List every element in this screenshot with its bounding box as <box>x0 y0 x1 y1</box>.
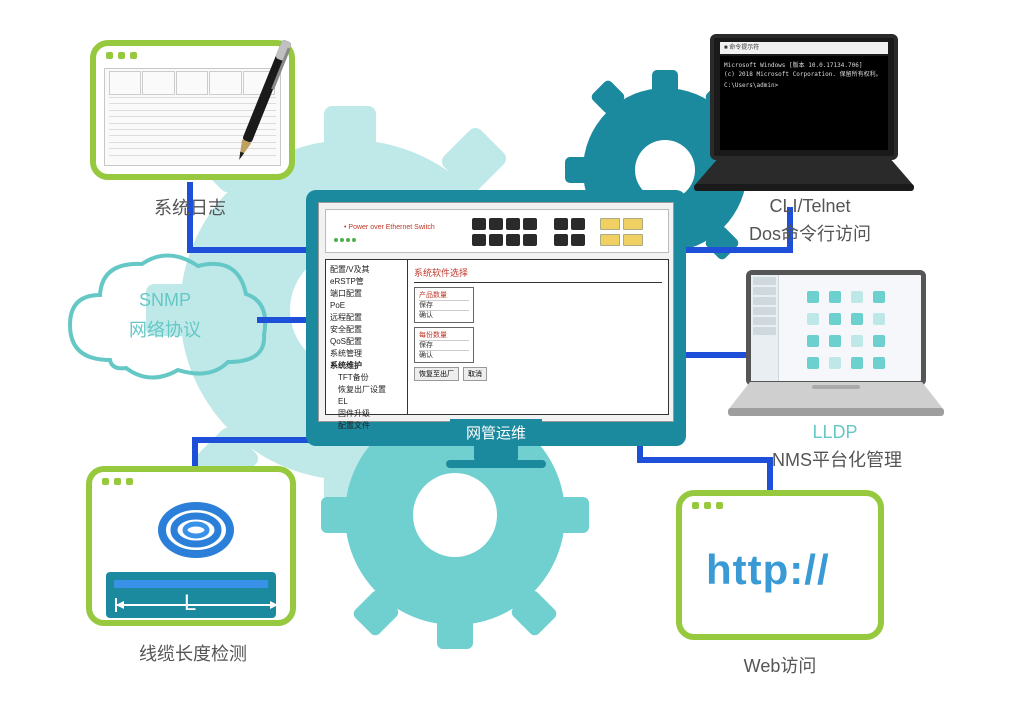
http-text: http:// <box>706 546 830 594</box>
cable-label: 线缆长度检测 <box>108 640 278 666</box>
cli-label-line2: Dos命令行访问 <box>740 220 880 246</box>
center-monitor: • Power over Ethernet Switch <box>306 190 686 460</box>
syslog-label: 系统日志 <box>110 194 270 220</box>
diagram-stage: SNMP 网络协议 <box>0 0 1018 718</box>
config-area: 配置/V及其 eRSTP管 端口配置 PoE 远程配置 安全配置 QoS配置 系… <box>325 259 669 415</box>
web-label: Web访问 <box>720 652 840 678</box>
config-sidebar: 配置/V及其 eRSTP管 端口配置 PoE 远程配置 安全配置 QoS配置 系… <box>326 260 408 414</box>
web-card: http:// <box>676 490 884 640</box>
switch-panel: • Power over Ethernet Switch <box>325 209 669 253</box>
cable-coil-icon <box>156 500 236 560</box>
terminal-titlebar: ■ 命令提示符 <box>720 42 888 54</box>
cli-label-line1: CLI/Telnet <box>740 196 880 217</box>
pen-icon <box>210 26 310 196</box>
cli-laptop: ■ 命令提示符 Microsoft Windows [版本 10.0.17134… <box>694 34 914 194</box>
terminal-body: Microsoft Windows [版本 10.0.17134.706] (c… <box>720 56 888 150</box>
nms-topology <box>807 291 887 371</box>
lldp-label-line2: NMS平台化管理 <box>752 446 922 472</box>
lldp-laptop <box>734 270 938 420</box>
config-main: 系统软件选择 产品数量 保存 确认 每份数量 保存 确认 恢复至出厂 取消 <box>408 260 668 414</box>
cable-L-symbol: L <box>184 590 196 616</box>
center-tag: 网管运维 <box>450 419 542 446</box>
lldp-label-line1: LLDP <box>780 422 890 443</box>
cable-card: L <box>86 466 296 626</box>
